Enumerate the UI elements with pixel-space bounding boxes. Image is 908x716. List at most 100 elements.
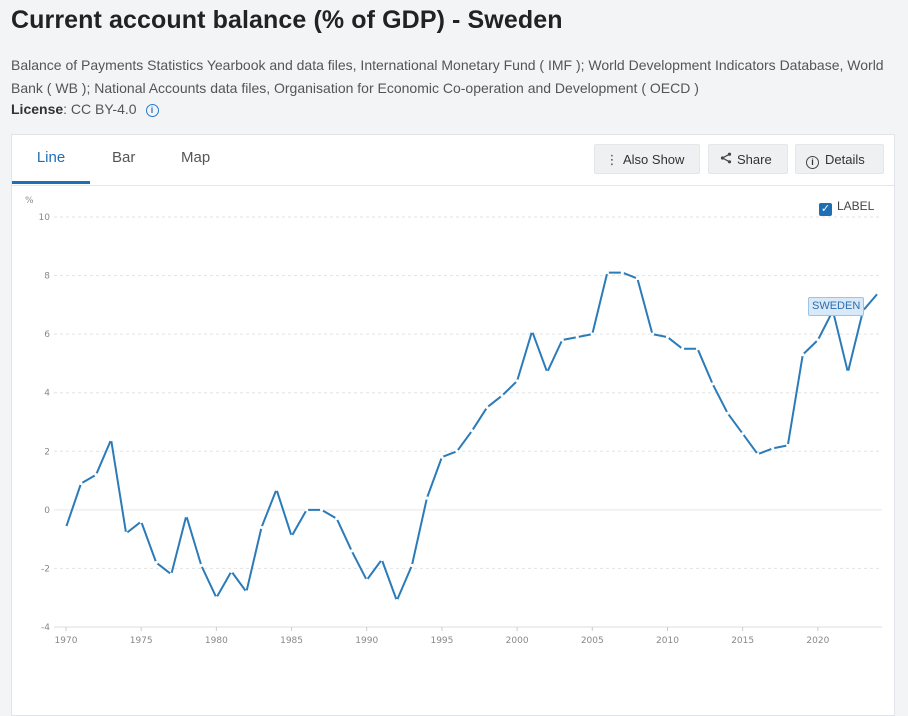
x-tick-label: 1980 — [205, 636, 228, 646]
data-point — [124, 531, 128, 535]
y-tick-label: -2 — [41, 564, 50, 574]
data-point — [229, 569, 234, 573]
info-icon: i — [806, 156, 819, 169]
license-value: : CC BY-4.0 — [63, 101, 137, 117]
data-point — [590, 332, 594, 336]
y-axis-ticks: -4 -2 0 2 4 6 8 10 — [39, 213, 51, 633]
data-point — [304, 508, 309, 512]
data-point — [64, 525, 68, 530]
tab-line[interactable]: Line — [12, 135, 90, 184]
data-point — [184, 514, 188, 518]
y-unit-label: % — [25, 196, 34, 206]
data-point — [801, 353, 805, 357]
data-point — [726, 411, 730, 415]
x-tick-label: 2020 — [806, 636, 829, 646]
x-tick-label: 2015 — [731, 636, 754, 646]
data-point — [635, 276, 640, 281]
x-tick-label: 1975 — [130, 636, 153, 646]
page-title: Current account balance (% of GDP) - Swe… — [11, 6, 563, 34]
data-point — [214, 596, 218, 600]
license-line: License: CC BY-4.0 i — [11, 101, 159, 117]
data-point — [665, 335, 670, 339]
checkbox-checked-icon[interactable]: ✓ — [819, 203, 832, 216]
y-tick-label: 6 — [44, 330, 50, 340]
x-tick-label: 1995 — [430, 636, 453, 646]
tab-bar[interactable]: Bar — [112, 149, 136, 166]
data-point — [320, 508, 324, 512]
series-label-sweden: SWEDEN — [808, 297, 865, 316]
data-point — [440, 455, 444, 459]
y-tick-label: 4 — [44, 389, 50, 399]
tab-map[interactable]: Map — [181, 149, 211, 166]
data-point — [500, 394, 504, 398]
view-tabs: Line Bar Map ⋮ Also Show Share i Details — [12, 135, 894, 186]
data-point — [680, 347, 685, 351]
data-point — [741, 432, 745, 436]
label-toggle[interactable]: ✓ LABEL — [819, 199, 874, 216]
share-icon — [719, 145, 733, 175]
y-tick-label: 2 — [44, 447, 50, 457]
data-point — [425, 496, 429, 500]
data-point — [710, 382, 715, 386]
details-label: Details — [825, 152, 865, 167]
data-point — [771, 446, 775, 450]
data-point — [79, 481, 83, 486]
data-point — [876, 291, 880, 295]
data-point — [620, 271, 624, 275]
data-point — [545, 370, 549, 374]
data-point — [695, 347, 700, 351]
data-point — [139, 519, 143, 524]
x-tick-label: 1985 — [280, 636, 303, 646]
data-point — [575, 335, 579, 339]
data-point — [560, 338, 564, 342]
x-tick-label: 2010 — [656, 636, 679, 646]
data-point — [274, 487, 279, 491]
data-point — [846, 370, 850, 374]
data-point — [380, 558, 384, 562]
also-show-label: Also Show — [623, 152, 685, 167]
license-label: License — [11, 101, 64, 117]
x-tick-label: 2000 — [506, 636, 529, 646]
data-point — [515, 379, 519, 383]
data-point — [650, 332, 655, 336]
data-point — [154, 560, 158, 565]
x-tick-label: 2005 — [581, 636, 604, 646]
data-point — [485, 405, 489, 409]
data-point — [786, 443, 790, 448]
share-label: Share — [737, 152, 772, 167]
x-axis-ticks: 1970 1975 1980 1985 1990 1995 2000 2005 2010 2015… — [55, 627, 830, 646]
also-show-button[interactable]: ⋮ Also Show — [594, 144, 700, 174]
label-toggle-text: LABEL — [837, 199, 875, 213]
y-tick-label: 0 — [44, 506, 50, 516]
data-point — [244, 590, 249, 594]
y-tick-label: 8 — [44, 272, 50, 282]
details-button[interactable]: i Details — [795, 144, 884, 174]
data-point — [365, 578, 369, 582]
data-point — [289, 534, 294, 538]
share-button[interactable]: Share — [708, 144, 788, 174]
data-point — [395, 599, 399, 603]
data-point — [605, 271, 609, 275]
source-text: Balance of Payments Statistics Yearbook … — [11, 57, 884, 96]
data-point — [410, 563, 414, 568]
line-chart: % -4 -2 0 2 4 6 8 10 1970 1975 1980 1985 1990 1995 20… — [25, 196, 882, 646]
chart-grid — [54, 216, 882, 628]
data-point — [470, 429, 474, 433]
x-tick-label: 1970 — [55, 636, 78, 646]
y-tick-label: -4 — [41, 623, 50, 633]
data-point — [259, 525, 264, 530]
data-point — [335, 517, 339, 521]
data-point — [816, 338, 820, 342]
data-point — [756, 452, 760, 456]
chart-series — [64, 271, 880, 603]
y-tick-label: 10 — [39, 213, 51, 223]
data-point — [350, 549, 354, 553]
data-point — [455, 449, 459, 453]
data-point — [169, 572, 173, 576]
chart-panel: Line Bar Map ⋮ Also Show Share i Details ✓… — [11, 134, 895, 716]
vertical-dots-icon: ⋮ — [605, 152, 619, 167]
info-icon[interactable]: i — [145, 104, 159, 117]
series-line-sweden — [65, 271, 879, 602]
data-point — [530, 329, 534, 333]
x-tick-label: 1990 — [355, 636, 378, 646]
